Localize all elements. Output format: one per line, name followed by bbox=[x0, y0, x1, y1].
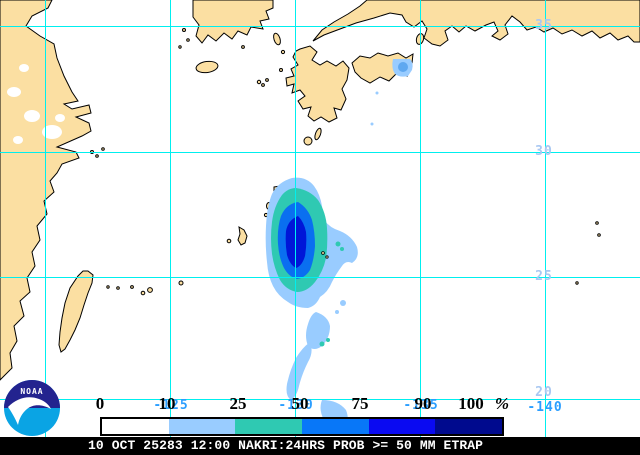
land-honshu bbox=[312, 0, 640, 47]
land-taiwan bbox=[58, 270, 94, 353]
map-canvas bbox=[0, 0, 640, 437]
noaa-logo: NOAA bbox=[4, 380, 60, 436]
colorbar-seg-50-75 bbox=[302, 419, 369, 434]
colorbar-tick-10: 10 bbox=[158, 394, 176, 413]
lon-label-125: -125 bbox=[153, 398, 189, 413]
land-korea bbox=[192, 0, 274, 44]
lon-label-140: -140 bbox=[527, 400, 563, 415]
land-yakushima bbox=[303, 136, 313, 146]
status-bar: 10 OCT 25283 12:00 NAKRI:24HRS PROB >= 5… bbox=[0, 437, 640, 455]
colorbar-tick-75: 75 bbox=[351, 394, 369, 413]
daito-islets bbox=[321, 251, 329, 259]
colorbar-tick-25: 25 bbox=[229, 394, 247, 413]
status-bar-text: 10 OCT 25283 12:00 NAKRI:24HRS PROB >= 5… bbox=[88, 438, 484, 453]
colorbar-seg-90-100 bbox=[435, 419, 503, 434]
lat-label-35: 35 bbox=[535, 18, 553, 33]
land-kyushu bbox=[285, 45, 350, 123]
lat-label-20: 20 bbox=[535, 385, 553, 400]
lat-label-30: 30 bbox=[535, 144, 553, 159]
colorbar-tick-100: 100 bbox=[458, 394, 484, 413]
probability-colorbar bbox=[100, 417, 504, 436]
colorbar-tick-0: 0 bbox=[95, 394, 105, 413]
colorbar-seg-75-90 bbox=[368, 419, 436, 434]
colorbar-tick-50: 50 bbox=[291, 394, 309, 413]
land-okinawa bbox=[237, 226, 248, 246]
land-ishigaki bbox=[147, 287, 153, 293]
land-jeju bbox=[195, 60, 219, 74]
lat-label-25: 25 bbox=[535, 269, 553, 284]
colorbar-seg-0-10 bbox=[102, 419, 169, 434]
graticule bbox=[0, 0, 640, 437]
land-tanegashima bbox=[314, 127, 322, 141]
colorbar-unit-percent: % bbox=[494, 394, 510, 413]
lon-label-135: -135 bbox=[403, 398, 439, 413]
china-lakes bbox=[7, 64, 65, 144]
land-tsushima bbox=[273, 32, 281, 46]
colorbar-seg-25-50 bbox=[235, 419, 303, 434]
lon-label-130: -130 bbox=[278, 398, 314, 413]
noaa-gull-icon bbox=[8, 397, 51, 425]
noaa-logo-text: NOAA bbox=[20, 387, 43, 396]
colorbar-tick-90: 90 bbox=[414, 394, 432, 413]
colorbar-seg-10-25 bbox=[168, 419, 236, 434]
